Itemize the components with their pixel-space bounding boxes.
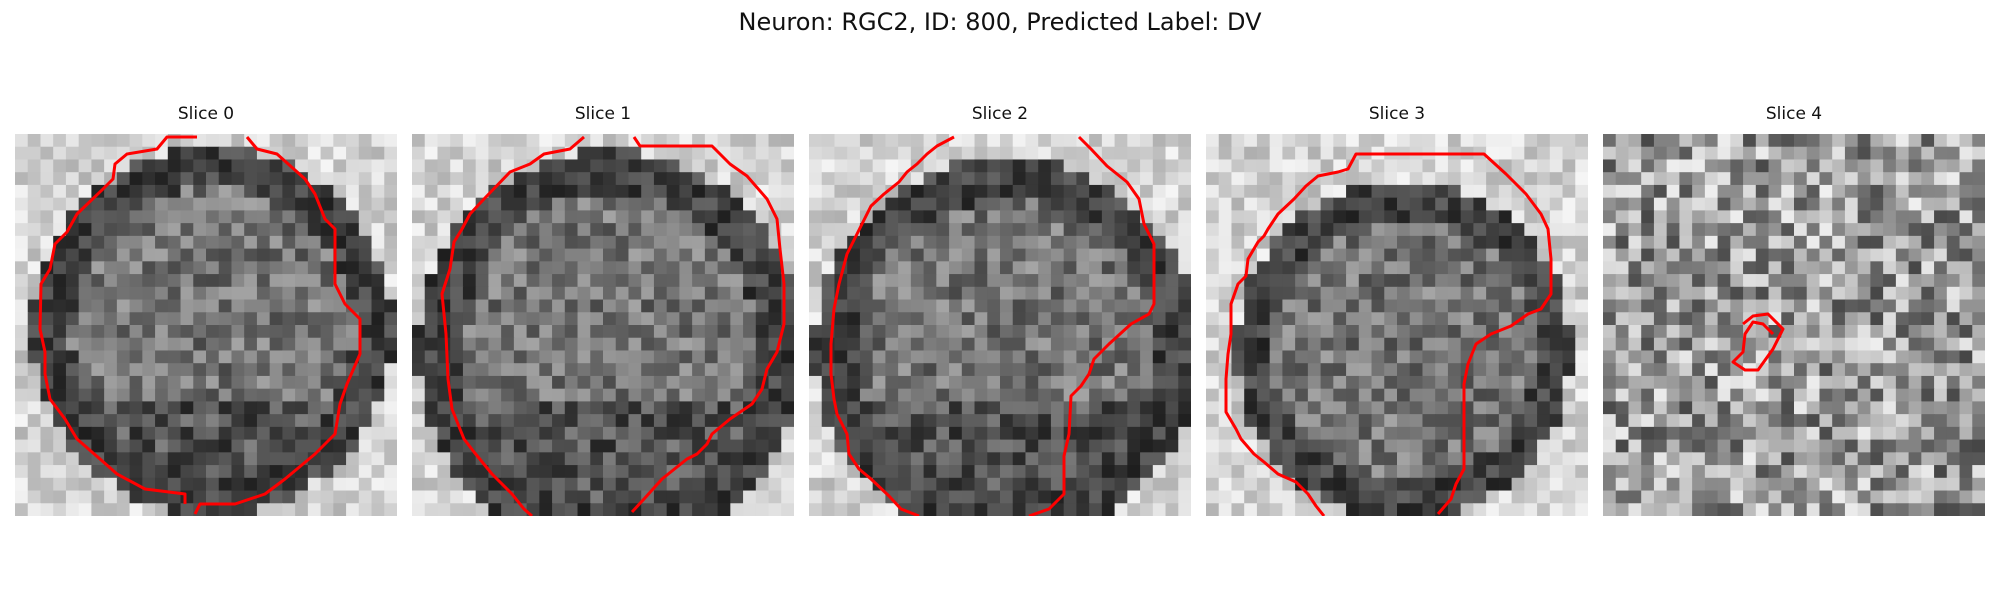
cell-contour-0b [193, 136, 362, 515]
slice-image-4 [1603, 134, 1985, 516]
cell-contour-1b [630, 136, 786, 514]
slice-image-2 [809, 134, 1191, 516]
cell-contour-3b [1378, 152, 1553, 515]
slice-image-3 [1206, 134, 1588, 516]
cell-contour-2b [1028, 135, 1156, 516]
cell-contour-0 [38, 135, 197, 504]
cell-contour-3 [1224, 152, 1378, 516]
slice-image-1 [412, 134, 794, 516]
slice-image-0 [15, 134, 397, 516]
slice-title-3: Slice 3 [1368, 104, 1426, 124]
slice-title-1: Slice 1 [574, 104, 632, 124]
slice-title-4: Slice 4 [1765, 104, 1823, 124]
slice-title-0: Slice 0 [177, 104, 235, 124]
figure-title: Neuron: RGC2, ID: 800, Predicted Label: … [738, 8, 1262, 36]
slice-title-2: Slice 2 [971, 104, 1029, 124]
cell-contour-1 [440, 135, 585, 516]
cell-contour-4 [1731, 312, 1785, 372]
cell-contour-2 [829, 135, 955, 516]
